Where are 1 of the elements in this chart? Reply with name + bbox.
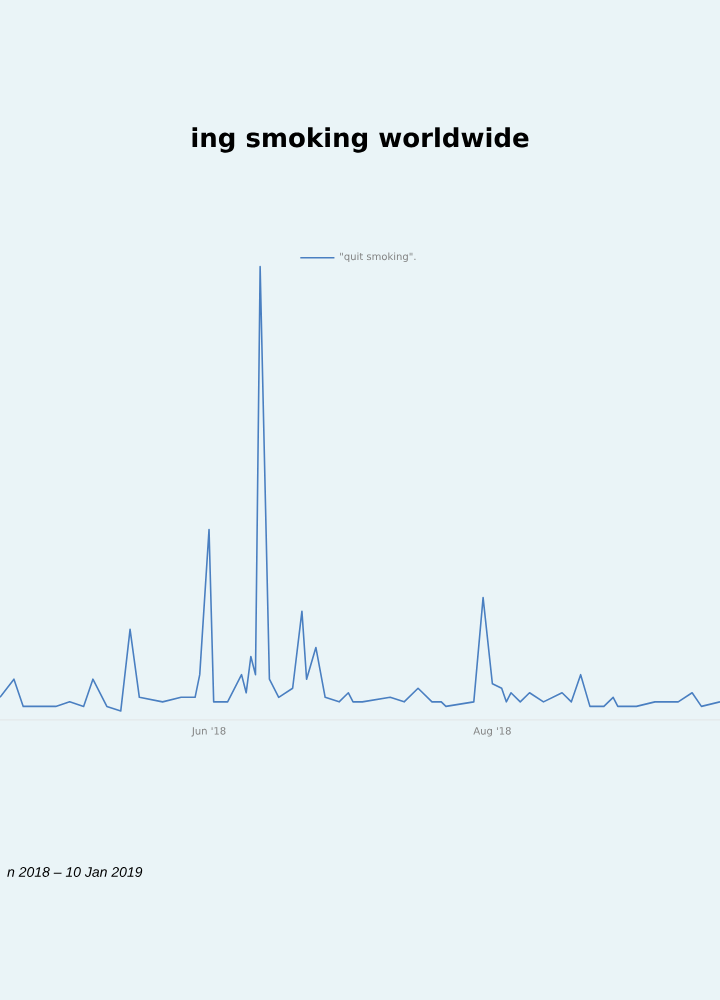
chart-title: ing smoking worldwide — [192, 127, 529, 153]
